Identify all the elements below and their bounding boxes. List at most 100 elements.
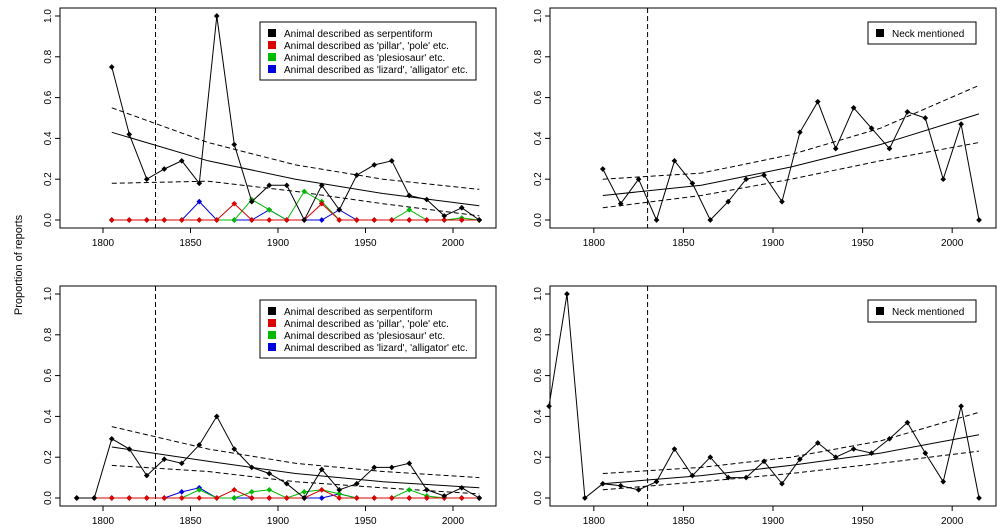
data-point xyxy=(108,217,115,223)
data-point xyxy=(108,64,115,70)
legend-label: Animal described as 'plesiosaur' etc. xyxy=(284,331,445,342)
data-point xyxy=(266,217,273,223)
data-point xyxy=(196,180,203,187)
data-point xyxy=(671,446,678,452)
data-point xyxy=(231,487,238,493)
y-tick-label: 0.2 xyxy=(533,172,544,186)
data-point xyxy=(761,172,767,178)
y-tick-label: 0.8 xyxy=(533,327,544,341)
data-point xyxy=(301,489,308,495)
data-point xyxy=(108,495,115,501)
data-point xyxy=(178,495,185,501)
data-point xyxy=(388,217,395,223)
y-tick-label: 1.0 xyxy=(43,287,54,301)
data-point xyxy=(73,495,80,501)
data-point xyxy=(388,495,395,501)
legend: Neck mentioned xyxy=(867,299,977,323)
y-tick-label: 0.8 xyxy=(43,327,54,341)
data-point xyxy=(248,198,255,205)
data-point xyxy=(958,403,964,410)
data-point xyxy=(832,454,839,461)
data-point xyxy=(283,495,290,501)
data-point xyxy=(868,450,875,456)
data-point xyxy=(564,291,570,297)
data-point xyxy=(725,474,732,481)
x-tick-label: 1800 xyxy=(92,238,115,249)
data-point xyxy=(406,495,413,501)
legend-swatch xyxy=(876,307,884,315)
data-point xyxy=(388,464,395,471)
data-point xyxy=(958,121,964,127)
data-point xyxy=(797,129,803,136)
data-point xyxy=(336,487,343,493)
data-point xyxy=(353,495,360,501)
chart-panel-2: 0.0 0.2 0.4 0.6 0.8 1.0 1800 1850 1900 1950 2000 Ne… xyxy=(533,7,997,249)
data-point xyxy=(318,217,325,223)
data-point xyxy=(231,141,238,148)
data-point xyxy=(283,217,290,223)
y-tick-label: 0.4 xyxy=(533,131,544,145)
data-point xyxy=(868,125,875,132)
data-point xyxy=(108,436,115,442)
data-point xyxy=(266,487,273,493)
data-point xyxy=(814,98,821,105)
data-point xyxy=(353,172,360,178)
series-line-2 xyxy=(111,203,480,221)
data-point xyxy=(318,495,325,501)
data-point xyxy=(635,487,642,493)
data-point xyxy=(406,487,413,493)
y-tick-label: 0.8 xyxy=(43,49,54,63)
data-point xyxy=(143,495,150,501)
x-tick-label: 1850 xyxy=(672,238,695,249)
data-point xyxy=(196,495,203,501)
x-tick-label: 1850 xyxy=(672,516,695,527)
data-point xyxy=(371,217,378,223)
legend-label: Animal described as 'lizard', 'alligator… xyxy=(284,343,468,354)
data-point xyxy=(336,495,343,501)
data-point xyxy=(248,217,255,223)
data-point xyxy=(283,480,290,487)
data-point xyxy=(635,176,642,183)
legend-box xyxy=(867,299,977,323)
series-line-3 xyxy=(76,489,480,499)
data-point xyxy=(248,495,255,501)
legend-swatch xyxy=(268,307,276,315)
data-point xyxy=(196,198,203,205)
data-point xyxy=(248,464,255,471)
x-tick-label: 1800 xyxy=(92,516,115,527)
data-point xyxy=(707,217,714,223)
data-point xyxy=(213,13,220,19)
data-point xyxy=(423,196,430,203)
x-tick-label: 2000 xyxy=(941,516,964,527)
legend-swatch xyxy=(876,29,884,37)
data-point xyxy=(797,456,803,463)
x-tick-label: 2000 xyxy=(442,516,465,527)
y-tick-label: 0.0 xyxy=(43,491,54,505)
ci-lower-line xyxy=(111,464,480,495)
legend-label: Animal described as serpentiform xyxy=(284,307,432,318)
y-tick-label: 0.6 xyxy=(43,90,54,104)
data-point xyxy=(318,466,325,473)
data-point xyxy=(761,458,767,465)
x-tick-label: 1850 xyxy=(179,516,202,527)
series-line-1 xyxy=(602,100,980,222)
data-point xyxy=(779,480,785,487)
data-point xyxy=(441,213,448,219)
data-point xyxy=(406,460,413,467)
x-tick-label: 1900 xyxy=(267,238,290,249)
data-point xyxy=(850,104,857,111)
data-point xyxy=(671,158,678,164)
data-point xyxy=(441,217,448,223)
data-point xyxy=(371,464,378,471)
data-point xyxy=(126,217,133,223)
data-point xyxy=(904,419,911,426)
data-point xyxy=(231,200,238,207)
trend-line xyxy=(111,131,480,207)
data-point xyxy=(406,192,413,199)
data-point xyxy=(707,454,714,461)
data-point xyxy=(248,489,255,495)
data-point xyxy=(213,217,220,223)
ci-lower-line xyxy=(111,180,480,217)
data-point xyxy=(231,217,238,223)
data-point xyxy=(266,206,273,213)
